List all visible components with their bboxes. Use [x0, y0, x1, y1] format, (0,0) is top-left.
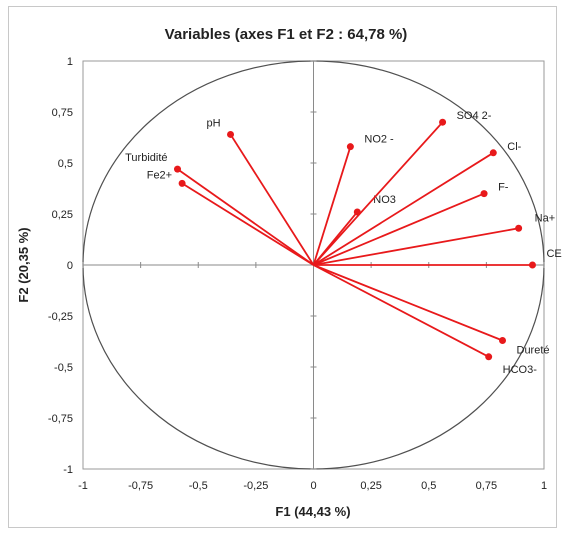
x-tick-label: 1 [541, 480, 547, 492]
variable-point [480, 190, 488, 198]
y-tick-label: -1 [63, 464, 73, 476]
variable-point [528, 261, 536, 269]
x-tick-label: 0,75 [476, 480, 497, 492]
variable-point [485, 353, 493, 361]
x-tick-label: 0 [310, 480, 316, 492]
x-tick-label: -0,75 [128, 480, 153, 492]
x-tick-label: -1 [78, 480, 88, 492]
variable-point [346, 143, 354, 151]
x-tick-label: -0,25 [243, 480, 268, 492]
x-tick-label: -0,5 [189, 480, 208, 492]
variable-vector [313, 227, 519, 266]
y-tick-label: 0,75 [52, 107, 73, 119]
variable-label: NO2 - [364, 134, 394, 146]
chart-frame [8, 6, 557, 528]
variable-point [227, 130, 235, 138]
variable-vector [229, 133, 315, 266]
variable-point [515, 224, 523, 232]
variable-label: Cl- [507, 141, 521, 153]
variable-point [439, 118, 447, 126]
variable-label: HCO3- [503, 364, 538, 376]
variable-point [174, 165, 182, 173]
variable-vector [312, 146, 352, 266]
y-tick-label: 0 [67, 260, 73, 272]
variable-label: pH [206, 117, 220, 129]
variable-point [489, 149, 497, 157]
variable-vector [313, 264, 490, 358]
y-tick-label: -0,5 [54, 362, 73, 374]
variable-vector [312, 121, 444, 266]
variable-vector [176, 168, 315, 266]
x-tick-label: 0,25 [360, 480, 381, 492]
x-axis-title: F1 (44,43 %) [275, 504, 350, 519]
y-tick-label: -0,25 [48, 311, 73, 323]
x-tick-label: 0,5 [421, 480, 436, 492]
variable-label: Turbidité [125, 152, 167, 164]
variable-label: Na+ [535, 212, 556, 224]
variable-vector [313, 152, 494, 266]
variable-label: CE [546, 248, 561, 260]
y-tick-label: 1 [67, 56, 73, 68]
variable-vector [181, 182, 314, 266]
chart-title: Variables (axes F1 et F2 : 64,78 %) [165, 26, 408, 43]
variable-label: SO4 2- [457, 110, 492, 122]
variable-point [178, 179, 186, 187]
y-tick-label: -0,75 [48, 413, 73, 425]
variable-label: Dureté [517, 344, 550, 356]
variable-label: F- [498, 182, 509, 194]
variable-point [499, 336, 507, 344]
variable-label: NO3 [373, 194, 396, 206]
y-axis-title: F2 (20,35 %) [16, 227, 31, 302]
variable-vector [313, 192, 485, 266]
y-tick-label: 0,25 [52, 209, 73, 221]
y-tick-label: 0,5 [58, 158, 73, 170]
variable-label: Fe2+ [147, 169, 172, 181]
variable-vector [313, 264, 503, 342]
